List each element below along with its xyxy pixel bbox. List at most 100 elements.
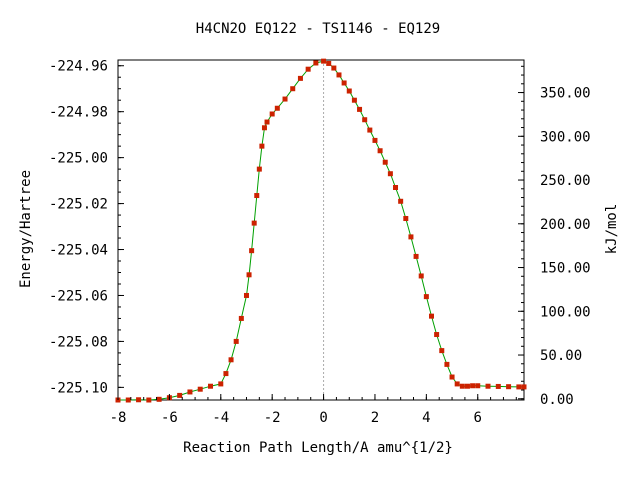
data-point xyxy=(218,381,224,387)
data-point xyxy=(387,171,393,177)
x-tick-label: 6 xyxy=(474,410,482,426)
data-point xyxy=(362,117,368,123)
y2-axis-ticks: 0.00 50.00 100.00 150.00 200.00 250.00 300.00 3… xyxy=(518,65,591,408)
x-tick-label: -8 xyxy=(110,410,127,426)
data-point xyxy=(408,234,414,240)
data-point xyxy=(418,273,424,279)
y-tick-label: -225.04 xyxy=(49,243,108,259)
marker-layer xyxy=(115,58,527,403)
data-point xyxy=(367,127,373,133)
data-point xyxy=(485,383,491,389)
data-point xyxy=(125,397,131,403)
y-axis-ticks: -224.96 -224.98 -225.00 -225.02 -225.04 -225.… xyxy=(49,59,124,396)
data-point xyxy=(470,383,476,389)
data-point xyxy=(326,60,332,66)
y-tick-label: -225.08 xyxy=(49,334,108,350)
data-point xyxy=(282,96,288,102)
data-point xyxy=(313,60,319,66)
data-point xyxy=(475,383,481,389)
data-point xyxy=(233,338,239,344)
data-point xyxy=(495,383,501,389)
y2-tick-label: 300.00 xyxy=(540,129,591,145)
y2-tick-label: 200.00 xyxy=(540,217,591,233)
data-point xyxy=(238,315,244,321)
data-point xyxy=(305,66,311,72)
series-line-layer xyxy=(118,60,524,401)
data-point xyxy=(246,272,252,278)
data-point xyxy=(197,386,203,392)
plot-frame xyxy=(117,59,525,401)
data-point xyxy=(351,97,357,103)
energy-curve xyxy=(118,60,524,401)
y2-tick-label: 100.00 xyxy=(540,304,591,320)
data-point xyxy=(208,383,214,389)
data-point xyxy=(256,166,262,172)
data-point xyxy=(136,397,142,403)
data-point xyxy=(454,381,460,387)
data-point xyxy=(321,58,327,64)
data-point xyxy=(254,193,260,199)
data-point xyxy=(177,392,183,398)
chart-title: H4CN2O EQ122 - TS1146 - EQ129 xyxy=(196,21,440,37)
data-point xyxy=(434,332,440,338)
data-point xyxy=(336,72,342,78)
data-point xyxy=(156,396,162,402)
y-tick-label: -225.02 xyxy=(49,197,108,213)
y2-tick-label: 50.00 xyxy=(540,348,582,364)
data-point xyxy=(398,198,404,204)
data-point xyxy=(449,374,455,380)
x-tick-label: -2 xyxy=(264,410,281,426)
data-point xyxy=(506,384,512,390)
data-point xyxy=(243,292,249,298)
y-tick-label: -225.00 xyxy=(49,151,108,167)
data-point xyxy=(264,119,270,125)
x-tick-label: 2 xyxy=(371,410,379,426)
data-point xyxy=(377,148,383,154)
y-tick-label: -224.98 xyxy=(49,105,108,121)
data-point xyxy=(228,357,234,363)
y2-tick-label: 0.00 xyxy=(540,392,574,408)
x-axis-label: Reaction Path Length/A amu^{1/2} xyxy=(183,440,453,456)
y-axis-label: Energy/Hartree xyxy=(18,170,34,288)
data-point xyxy=(516,384,522,390)
x-tick-label: -6 xyxy=(161,410,178,426)
data-point xyxy=(146,397,152,403)
data-point xyxy=(341,80,347,86)
data-point xyxy=(249,248,255,254)
data-point xyxy=(428,313,434,319)
data-point xyxy=(403,216,409,222)
data-point xyxy=(259,143,265,149)
x-tick-label: -4 xyxy=(212,410,229,426)
y-tick-label: -225.10 xyxy=(49,380,108,396)
data-point xyxy=(331,65,337,71)
data-point xyxy=(521,384,527,390)
x-tick-label: 4 xyxy=(422,410,430,426)
y-tick-label: -225.06 xyxy=(49,288,108,304)
data-point xyxy=(357,106,363,112)
data-point xyxy=(223,371,229,377)
data-point xyxy=(393,185,399,190)
data-point xyxy=(274,105,280,111)
data-point xyxy=(187,389,193,395)
data-point xyxy=(346,88,352,94)
data-point xyxy=(459,383,465,389)
data-point xyxy=(423,294,429,300)
y2-tick-label: 250.00 xyxy=(540,173,591,189)
data-point xyxy=(464,383,470,389)
data-point xyxy=(290,86,296,92)
y2-axis-label: kJ/mol xyxy=(604,204,620,255)
data-point xyxy=(439,348,445,354)
x-axis-ticks: -8 -6 -4 -2 0 2 4 6 xyxy=(110,394,517,426)
y2-tick-label: 350.00 xyxy=(540,86,591,102)
y-tick-label: -224.96 xyxy=(49,59,108,75)
data-point xyxy=(444,361,450,367)
data-point xyxy=(269,111,275,117)
data-point xyxy=(382,159,388,165)
data-point xyxy=(297,75,303,81)
data-point xyxy=(261,125,267,131)
data-point xyxy=(251,220,257,226)
y2-tick-label: 150.00 xyxy=(540,261,591,277)
data-point xyxy=(372,137,378,143)
data-point xyxy=(413,253,419,259)
